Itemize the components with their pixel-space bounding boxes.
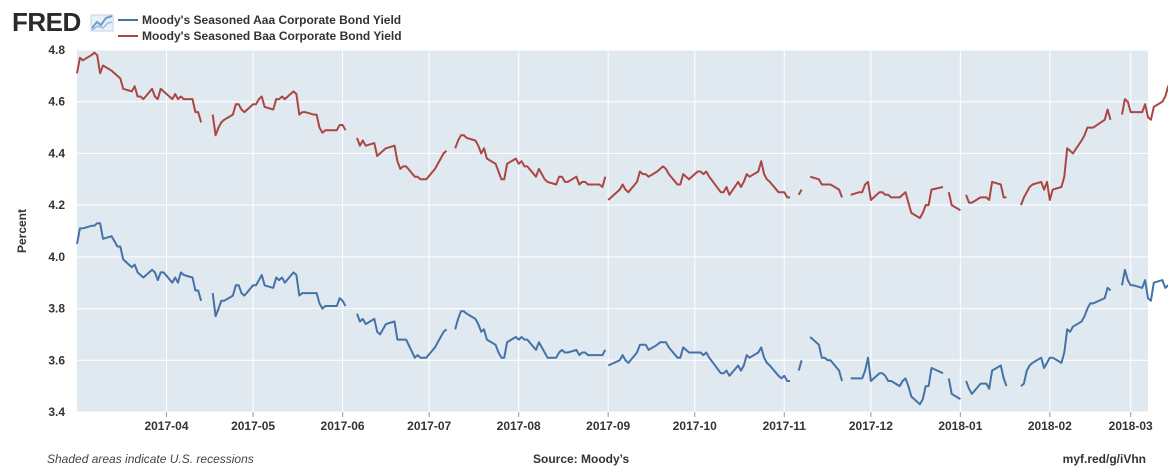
x-tick-label: 2017-12 [849, 419, 893, 433]
series-line-segment [454, 134, 607, 188]
x-tick-label: 2017-06 [321, 419, 365, 433]
chart-graph-icon [90, 14, 114, 32]
line-chart: 3.43.63.84.04.24.44.64.8 2017-04 2017-05 2… [15, 43, 1168, 433]
recession-note: Shaded areas indicate U.S. recessions [47, 452, 254, 466]
series-line-segment [965, 364, 1008, 395]
gridlines [77, 49, 1148, 413]
series-line-segment [1121, 85, 1168, 121]
legend-item-baa[interactable]: Moody's Seasoned Baa Corporate Bond Yiel… [118, 28, 402, 44]
series-line-segment [607, 341, 790, 382]
y-axis-title: Percent [15, 209, 29, 253]
x-tick-label: 2017-04 [144, 419, 188, 433]
legend-item-aaa[interactable]: Moody's Seasoned Aaa Corporate Bond Yiel… [118, 12, 402, 28]
fred-logo[interactable]: FRED [12, 7, 116, 37]
series-line-segment [809, 175, 843, 198]
y-tick-label: 4.4 [48, 146, 65, 160]
series-line-segment [850, 356, 944, 406]
x-tick-label: 2018-02 [1028, 419, 1072, 433]
series-line-segment [454, 310, 607, 359]
short-link[interactable]: myf.red/g/iVhn [1062, 452, 1146, 466]
y-tick-label: 3.4 [48, 405, 65, 419]
legend-swatch-aaa [118, 19, 138, 21]
series-baa [76, 51, 1168, 220]
x-tick-label: 2017-11 [763, 419, 807, 433]
x-tick-label: 2017-05 [231, 419, 275, 433]
y-tick-label: 4.2 [48, 198, 65, 212]
y-tick-label: 4.8 [48, 43, 65, 57]
series-line-segment [76, 222, 203, 302]
x-axis: 2017-04 2017-05 2017-06 2017-07 2017-08 2017-… [144, 412, 1153, 433]
x-tick-label: 2017-09 [586, 419, 630, 433]
plot-area [77, 50, 1148, 412]
series-line-segment [947, 378, 961, 400]
x-tick-label: 2018-03 [1109, 419, 1153, 433]
fred-logo-text: FRED [12, 7, 81, 35]
series-line-segment [809, 336, 843, 382]
x-tick-label: 2017-10 [673, 419, 717, 433]
series-aaa [76, 222, 1168, 406]
legend-label-aaa: Moody's Seasoned Aaa Corporate Bond Yiel… [142, 13, 402, 27]
source-label: Source: Moody’s [533, 452, 630, 466]
series-line-segment [965, 180, 1007, 204]
series-line-segment [1020, 286, 1112, 387]
series-line-segment [76, 51, 203, 123]
series-line-segment [1020, 108, 1112, 206]
x-tick-label: 2017-07 [407, 419, 451, 433]
series-line-segment [947, 191, 961, 212]
series-line-segment [356, 137, 448, 181]
chart-header: FRED Moody's Seasoned Aaa Corporate Bond… [0, 0, 1168, 50]
legend-label-baa: Moody's Seasoned Baa Corporate Bond Yiel… [142, 29, 402, 43]
x-tick-label: 2018-01 [938, 419, 982, 433]
series-layer [76, 51, 1168, 406]
series-line-segment [850, 180, 944, 220]
legend: Moody's Seasoned Aaa Corporate Bond Yiel… [118, 12, 402, 44]
series-line-segment [211, 90, 347, 137]
y-axis: 3.4 3.6 3.8 4.0 4.2 4.4 4.6 4.8 [48, 43, 65, 419]
legend-swatch-baa [118, 35, 138, 37]
series-line-segment [1121, 268, 1168, 302]
series-line-segment [607, 160, 790, 201]
series-line-segment [797, 189, 803, 196]
series-line-segment [797, 360, 803, 371]
fred-logo-graphic: FRED [12, 7, 114, 37]
y-tick-label: 3.8 [48, 302, 65, 316]
series-line-segment [211, 271, 347, 318]
x-tick-label: 2017-08 [497, 419, 541, 433]
series-line-segment [356, 313, 448, 359]
y-tick-label: 4.0 [48, 250, 65, 264]
y-tick-label: 3.6 [48, 353, 65, 367]
y-tick-label: 4.6 [48, 95, 65, 109]
